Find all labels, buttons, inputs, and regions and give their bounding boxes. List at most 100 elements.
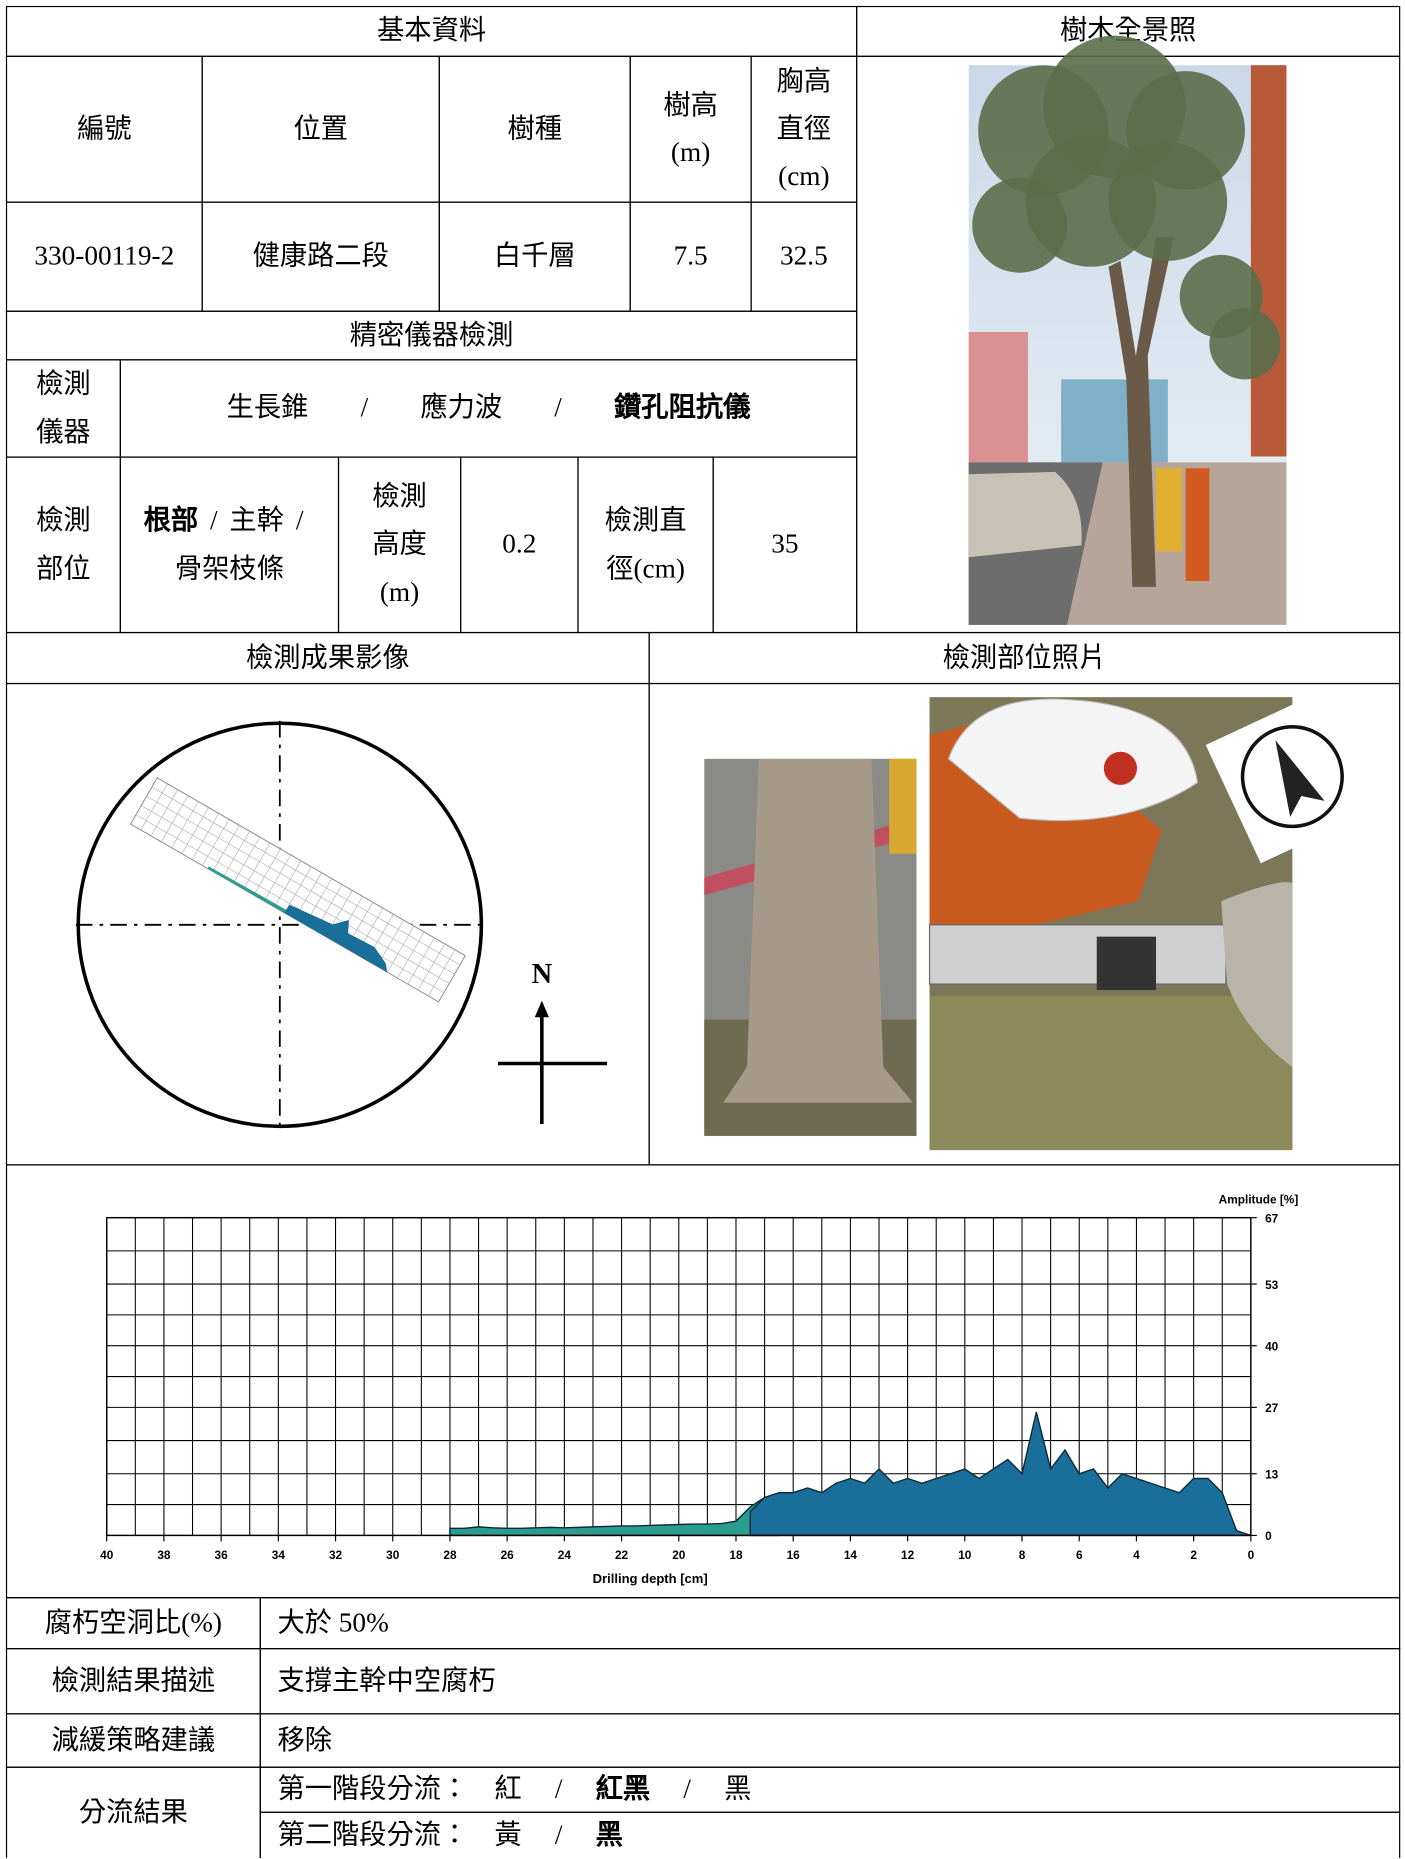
row-label-text: 檢測儀器 (36, 369, 91, 447)
option: 主幹 (229, 505, 284, 536)
table-value-text: 健康路二段 (252, 241, 389, 271)
row-label-text: 檢測結果描述 (51, 1665, 216, 1696)
photo-logo (1103, 751, 1138, 785)
mini-grid-line (274, 860, 302, 908)
mini-grid-line (171, 801, 199, 848)
row-value-text: 支撐主幹中空腐朽 (277, 1665, 496, 1696)
mini-grid-line (150, 789, 179, 837)
plot-frame (105, 1216, 1252, 1537)
mini-grid-line (243, 842, 271, 890)
x-tick-label: 26 (501, 1548, 515, 1562)
row-label-text: 檢測直徑(cm) (604, 505, 687, 583)
mini-grid-line (222, 831, 250, 878)
building (1250, 65, 1287, 457)
separator: / (209, 505, 218, 536)
mini-grid-line (232, 836, 261, 884)
y-tick-label: 0 (1265, 1529, 1272, 1543)
mini-grid-line (397, 931, 425, 979)
x-tick-label: 2 (1190, 1548, 1197, 1562)
mini-grid-line (141, 805, 450, 984)
mini-profile (129, 777, 466, 1003)
x-tick-label: 16 (787, 1548, 801, 1562)
separator: / (295, 505, 304, 536)
y-tick-label: 13 (1265, 1468, 1279, 1482)
option: 根部 (143, 505, 199, 536)
building (1061, 379, 1168, 463)
column-header-text: 編號 (77, 113, 132, 144)
mini-grid-line (151, 786, 461, 966)
resistograph-diagram (75, 720, 608, 1129)
x-tick-label: 8 (1019, 1548, 1026, 1562)
separator: / (554, 1774, 563, 1804)
mini-grid-line (386, 925, 415, 973)
table-value-text: 0.2 (502, 529, 537, 559)
column-header-text: 樹高(m) (663, 89, 718, 168)
photo-device-grip (1096, 936, 1157, 991)
x-tick-label: 4 (1133, 1548, 1140, 1562)
column-header-text: 位置 (293, 113, 348, 144)
column-header: 編號 (5, 55, 203, 203)
option: 鑽孔阻抗儀 (614, 392, 751, 423)
site-photos (704, 689, 1380, 1151)
option: 生長錐 (226, 392, 309, 423)
north-label: N (532, 959, 553, 990)
table-value-text: 330-00119-2 (34, 241, 175, 271)
x-axis-label: Drilling depth [cm] (593, 1571, 708, 1586)
sign-board (1156, 468, 1183, 552)
amplitude-chart: 40 38 36 34 32 30 28 26 24 22 20 18 16 14 12 10 8 6 4 2 0013… (100, 1192, 1298, 1585)
x-tick-label: 14 (844, 1548, 858, 1562)
separator: / (683, 1774, 691, 1804)
section-title-text: 精密儀器檢測 (349, 319, 514, 350)
column-header: 樹高(m) (629, 55, 752, 203)
car (968, 471, 1082, 558)
mini-grid-line (428, 949, 456, 997)
area (449, 1494, 780, 1537)
y-tick-label: 40 (1265, 1339, 1279, 1353)
north-head (534, 1000, 549, 1018)
area (749, 1411, 1252, 1537)
x-tick-label: 32 (329, 1548, 343, 1562)
foliage (1108, 142, 1228, 261)
separator: / (360, 392, 369, 423)
mini-grid-line (181, 807, 209, 854)
mini-grid-line (263, 854, 291, 902)
instrument-options: 生長錐 / 應力波 / 鑽孔阻抗儀 (119, 359, 858, 458)
y-tick-label: 53 (1265, 1278, 1279, 1292)
row-label-text: 減緩策略建議 (51, 1724, 216, 1755)
photo-device (928, 924, 1227, 985)
row-value-text: 大於 50% (277, 1607, 389, 1638)
x-tick-label: 20 (672, 1548, 686, 1562)
option: 骨架枝條 (174, 553, 284, 583)
column-header-text: 樹種 (507, 113, 562, 144)
stage-row: 第二階段分流： 黃 / 黑 (259, 1811, 1401, 1858)
y-tick-label: 67 (1265, 1211, 1279, 1225)
compass-ring (1240, 725, 1344, 829)
compass-needle (1275, 740, 1325, 817)
mini-grid-line (253, 848, 281, 896)
option: 紅黑 (595, 1774, 651, 1804)
y-axis-label: Amplitude [%] (1219, 1192, 1299, 1206)
mini-grid-line (161, 795, 189, 842)
table-value-text: 35 (771, 529, 799, 559)
mini-green (207, 866, 294, 916)
x-tick-label: 22 (615, 1548, 629, 1562)
row-label-text: 檢測部位 (36, 505, 91, 583)
option: 黃 (494, 1820, 522, 1851)
x-tick-label: 24 (558, 1548, 572, 1562)
table-value: 健康路二段 (201, 201, 440, 312)
mini-grid-line (191, 813, 220, 860)
column-header-text: 胸高直徑(cm) (776, 65, 832, 192)
option: 紅 (494, 1774, 522, 1804)
table-value-text: 白千層 (493, 241, 576, 271)
foliage (972, 177, 1068, 273)
row-label-text: 分流結果 (78, 1797, 188, 1828)
building (968, 331, 1028, 463)
x-tick-label: 6 (1076, 1548, 1083, 1562)
photo-compass (1205, 689, 1380, 864)
stage-label: 第二階段分流： (277, 1820, 469, 1851)
foliage (1209, 308, 1281, 380)
mini-grid-line (212, 825, 240, 872)
section-title-text: 檢測成果影像 (246, 642, 410, 673)
row-label-text: 檢測高度(m) (372, 481, 427, 607)
